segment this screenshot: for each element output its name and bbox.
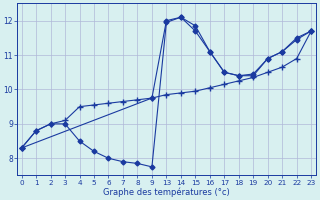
X-axis label: Graphe des températures (°c): Graphe des températures (°c) [103, 187, 230, 197]
